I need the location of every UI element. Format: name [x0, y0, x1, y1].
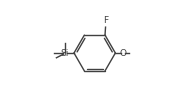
- Text: O: O: [119, 49, 126, 57]
- Text: F: F: [104, 16, 109, 25]
- Text: Si: Si: [61, 49, 69, 57]
